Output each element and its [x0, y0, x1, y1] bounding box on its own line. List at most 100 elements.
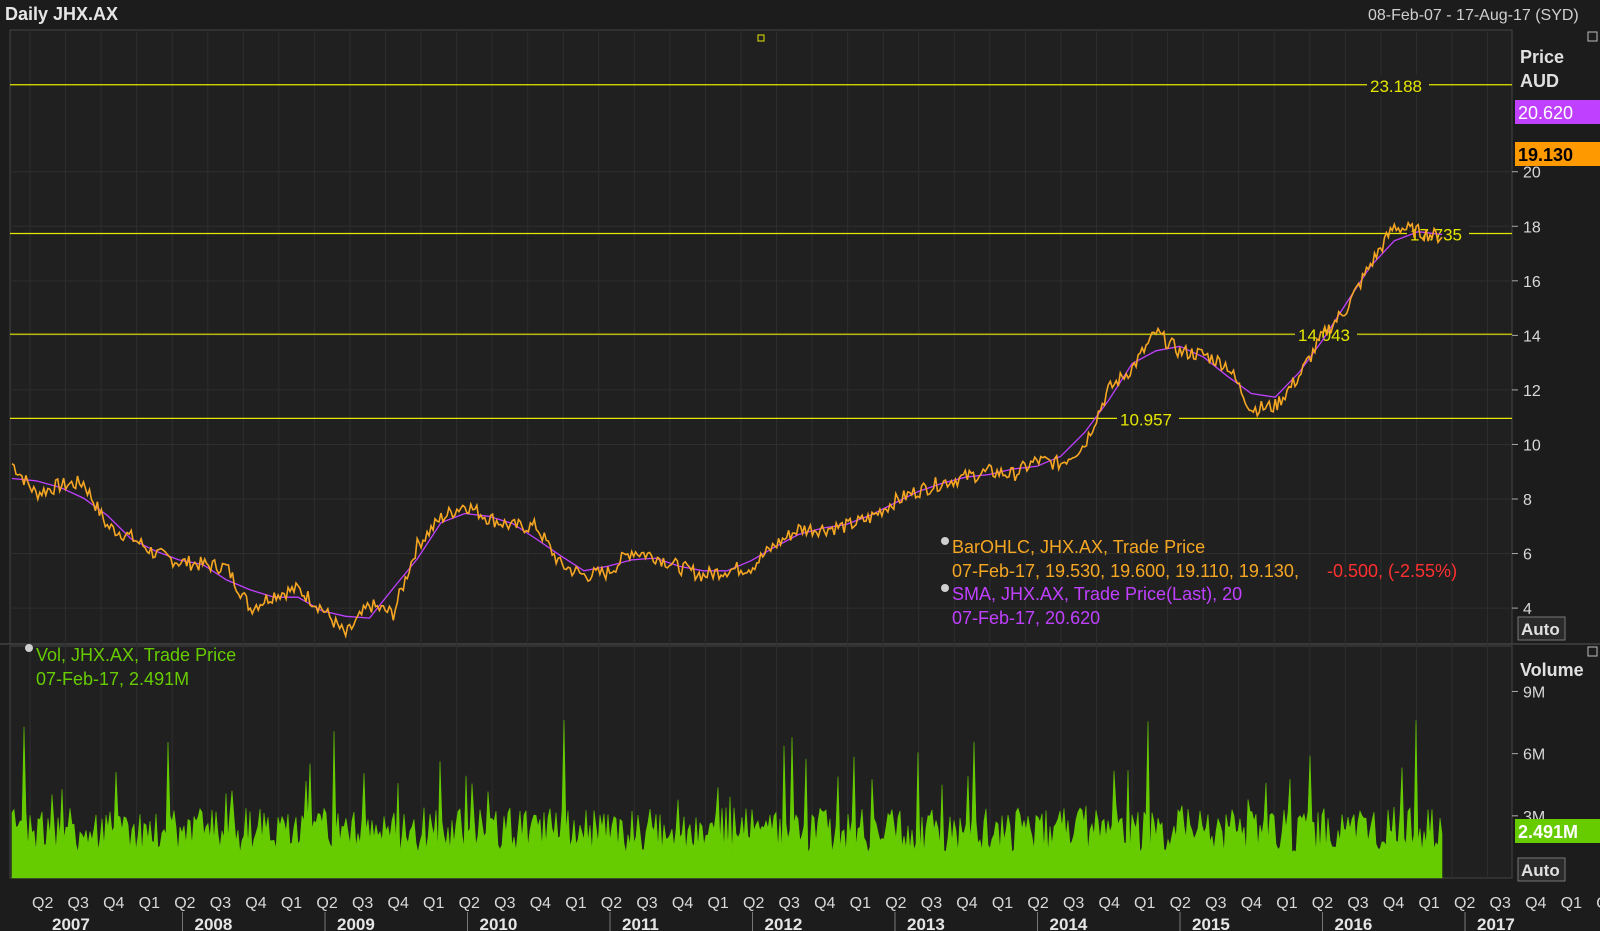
x-quarter-label: Q1: [281, 895, 302, 912]
x-quarter-label: Q4: [530, 895, 551, 912]
x-quarter-label: Q4: [245, 895, 266, 912]
level-label: 14.043: [1298, 326, 1350, 345]
y-tick-label: 12: [1523, 383, 1541, 400]
volume-tick-label: 6M: [1523, 747, 1545, 764]
x-quarter-label: Q2: [1454, 895, 1475, 912]
volume-bars: [11, 719, 1443, 879]
x-quarter-label: Q4: [1383, 895, 1404, 912]
x-quarter-label: Q1: [423, 895, 444, 912]
price-series: [11, 220, 1443, 639]
x-quarter-label: Q1: [1276, 895, 1297, 912]
chart-title: Daily JHX.AX: [5, 4, 118, 24]
x-year-label: 2010: [480, 915, 518, 931]
x-quarter-label: Q3: [494, 895, 515, 912]
sma-legend-title: SMA, JHX.AX, Trade Price(Last), 20: [952, 584, 1242, 604]
volume-value-tag-text: 2.491M: [1518, 822, 1578, 842]
volume-series: [11, 719, 1443, 879]
x-quarter-label: Q1: [1134, 895, 1155, 912]
x-quarter-label: Q2: [1027, 895, 1048, 912]
x-quarter-label: Q3: [921, 895, 942, 912]
x-quarter-label: Q1: [992, 895, 1013, 912]
price-auto-button[interactable]: [1517, 616, 1566, 641]
level-handle-icon[interactable]: [757, 34, 765, 42]
x-quarter-label: Q3: [779, 895, 800, 912]
x-year-label: 2008: [195, 915, 233, 931]
volume-tick-label: 9M: [1523, 684, 1545, 701]
ohlc-legend-icon[interactable]: [941, 537, 949, 545]
x-quarter-label: Q3: [68, 895, 89, 912]
x-year-label: 2013: [907, 915, 945, 931]
level-label: 23.188: [1370, 77, 1422, 96]
x-quarter-label: Q2: [316, 895, 337, 912]
date-range[interactable]: 08-Feb-07 - 17-Aug-17 (SYD): [1368, 7, 1579, 24]
close-value-tag-text: 19.130: [1518, 145, 1573, 165]
x-quarter-label: Q2: [1170, 895, 1191, 912]
volume-auto-button-label: Auto: [1521, 861, 1560, 880]
price-auto-button-label: Auto: [1521, 620, 1560, 639]
x-year-label: 2017: [1477, 915, 1515, 931]
x-quarter-label: Q1: [565, 895, 586, 912]
volume-axis-title: Volume: [1520, 660, 1584, 680]
volume-value-tag: [1515, 819, 1600, 843]
x-quarter-label: Q3: [636, 895, 657, 912]
volume-legend-icon[interactable]: [25, 644, 33, 652]
x-quarter-label: Q2: [32, 895, 53, 912]
ohlc-legend-values: 07-Feb-17, 19.530, 19.600, 19.110, 19.13…: [952, 561, 1299, 581]
x-quarter-label: Q4: [1241, 895, 1262, 912]
close-value-tag: [1515, 142, 1600, 166]
price-axis-title: Price: [1520, 47, 1564, 67]
x-year-label: 2007: [52, 915, 90, 931]
x-axis-ticks: Q2 Q3 Q4 Q1 Q2 Q3 Q4 Q1 Q2 Q3 Q4 Q1 Q2 Q3 Q4 Q1 Q2 Q3 Q4 Q1…: [32, 895, 1600, 931]
ohlc-legend-change: -0.500, (-2.55%): [1327, 561, 1457, 581]
x-quarter-label: Q4: [1525, 895, 1546, 912]
x-quarter-label: Q2: [1312, 895, 1333, 912]
x-year-label: 2012: [765, 915, 803, 931]
volume-auto-button[interactable]: [1517, 857, 1566, 882]
x-year-label: 2016: [1335, 915, 1373, 931]
x-quarter-label: Q4: [956, 895, 977, 912]
x-quarter-label: Q4: [814, 895, 835, 912]
x-year-label: 2011: [622, 915, 659, 931]
sma-series: [11, 231, 1443, 619]
x-quarter-label: Q3: [352, 895, 373, 912]
x-quarter-label: Q3: [1205, 895, 1226, 912]
y-tick-label: 20: [1523, 165, 1541, 182]
x-quarter-label: Q1: [850, 895, 871, 912]
x-year-label: 2014: [1050, 915, 1088, 931]
x-quarter-label: Q2: [459, 895, 480, 912]
currency-axis-title: AUD: [1520, 71, 1559, 91]
x-quarter-label: Q3: [210, 895, 231, 912]
x-year-label: 2009: [337, 915, 375, 931]
volume-panel-menu-icon[interactable]: [1587, 646, 1598, 657]
x-quarter-label: Q1: [1418, 895, 1439, 912]
y-tick-label: 6: [1523, 547, 1532, 564]
x-quarter-label: Q2: [1596, 895, 1600, 912]
x-quarter-label: Q2: [885, 895, 906, 912]
sma-legend-icon[interactable]: [941, 584, 949, 592]
price-line: [11, 220, 1443, 639]
sma-line: [11, 231, 1443, 619]
volume-legend-title: Vol, JHX.AX, Trade Price: [36, 645, 236, 665]
price-plot-area: [9, 29, 1513, 645]
x-quarter-label: Q2: [601, 895, 622, 912]
y-tick-label: 8: [1523, 492, 1532, 509]
y-tick-label: 4: [1523, 601, 1532, 618]
level-label-bg: [1367, 74, 1429, 95]
x-quarter-label: Q3: [1063, 895, 1084, 912]
price-panel-menu-icon[interactable]: [1587, 31, 1598, 42]
y-tick-label: 16: [1523, 274, 1541, 291]
x-quarter-label: Q2: [174, 895, 195, 912]
level-label: 10.957: [1120, 410, 1172, 429]
sma-value-tag: [1515, 100, 1600, 124]
x-quarter-label: Q4: [672, 895, 693, 912]
x-quarter-label: Q3: [1490, 895, 1511, 912]
x-year-label: 2015: [1192, 915, 1230, 931]
x-quarter-label: Q4: [103, 895, 124, 912]
level-label-bg: [1117, 408, 1179, 429]
x-quarter-label: Q1: [707, 895, 728, 912]
x-quarter-label: Q1: [139, 895, 160, 912]
x-quarter-label: Q2: [743, 895, 764, 912]
